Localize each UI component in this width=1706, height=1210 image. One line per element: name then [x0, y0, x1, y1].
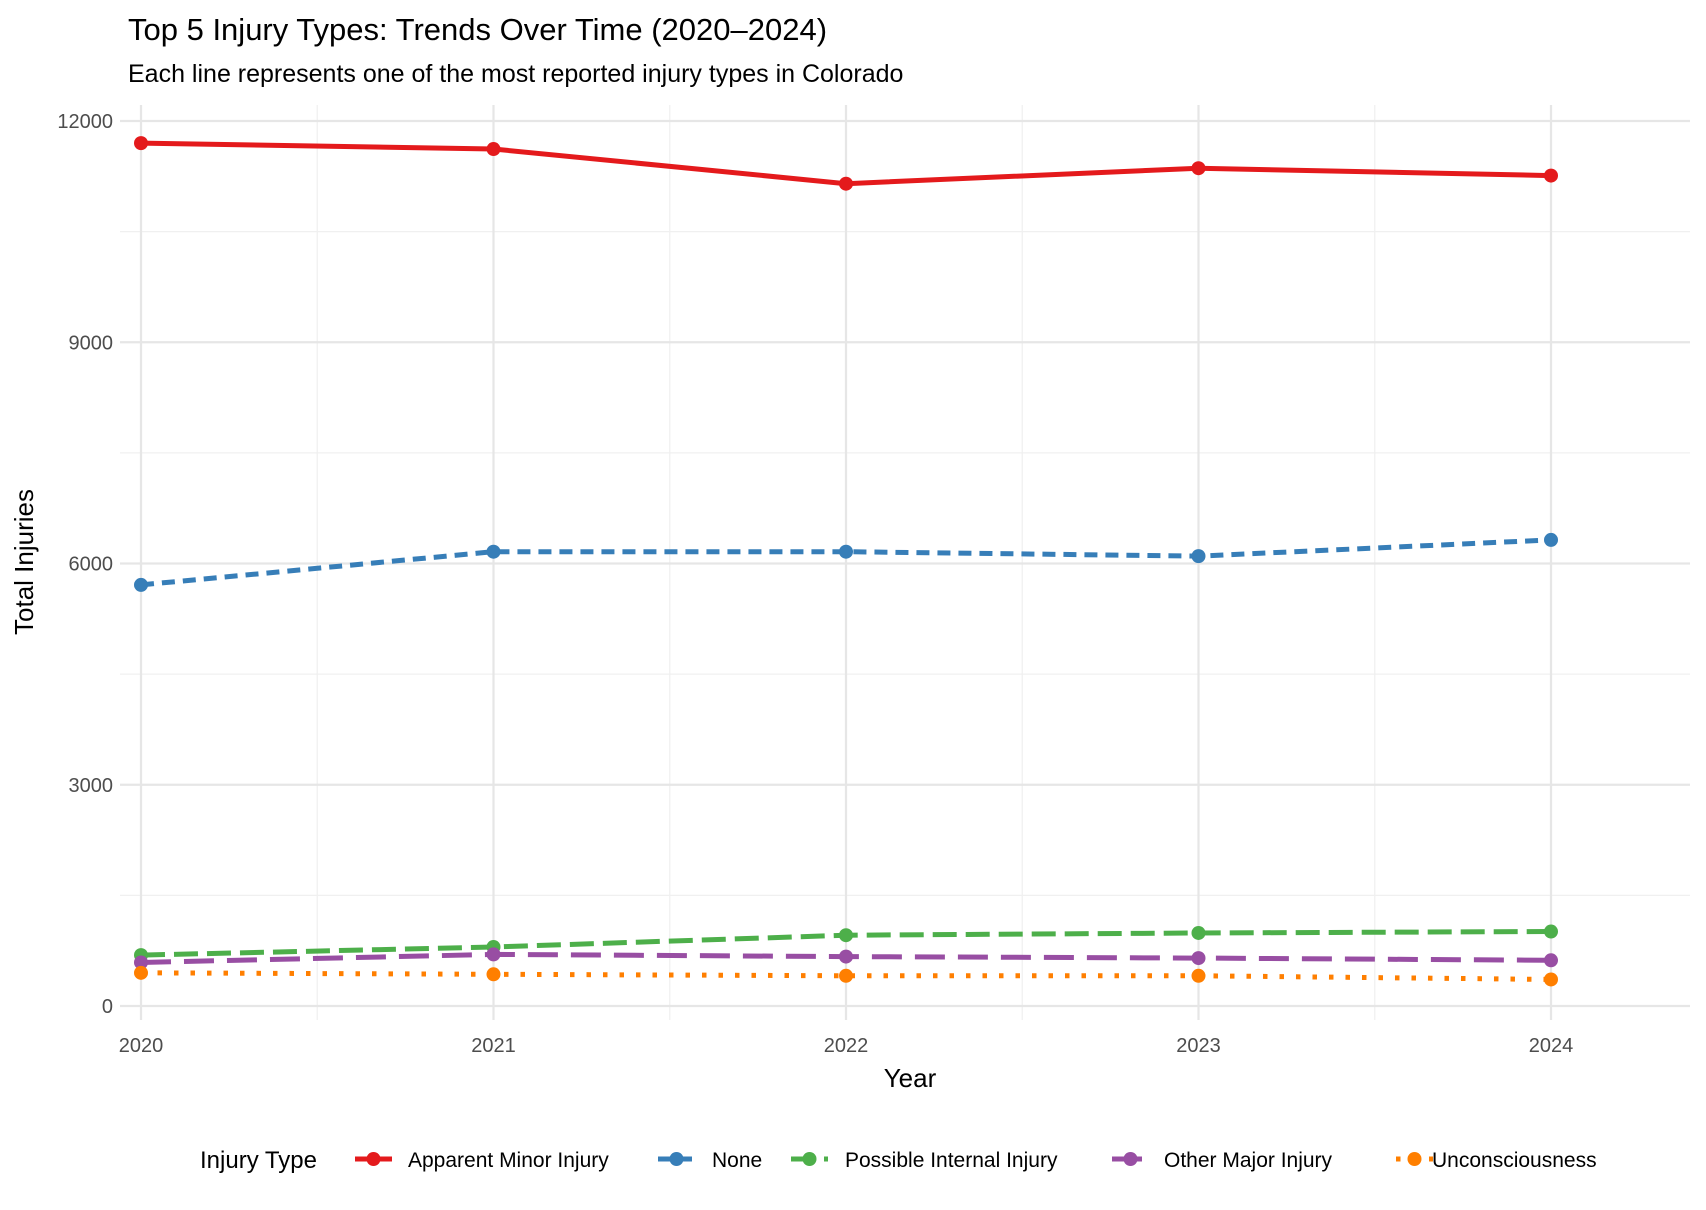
series-line	[140, 970, 1552, 982]
data-point	[839, 544, 853, 559]
x-axis-tick-labels: 2020 2021 2022 2023 2024	[119, 1035, 1574, 1057]
x-tick-label: 2023	[1176, 1035, 1221, 1057]
data-point	[839, 949, 853, 964]
legend-label: None	[712, 1149, 762, 1172]
data-point	[1191, 549, 1206, 564]
series-line	[140, 537, 1552, 588]
y-tick-label: 9000	[69, 332, 114, 354]
legend-label: Possible Internal Injury	[845, 1149, 1058, 1172]
y-tick-label: 6000	[69, 554, 114, 576]
data-point	[1544, 532, 1558, 547]
y-tick-label: 3000	[69, 775, 114, 797]
legend-key-point	[1123, 1152, 1138, 1166]
data-point	[486, 142, 501, 157]
legend-key-point	[1407, 1152, 1422, 1166]
legend-key-point	[669, 1152, 684, 1166]
series-points	[134, 136, 1558, 987]
data-point	[1544, 924, 1558, 939]
data-point	[1544, 953, 1558, 968]
data-point	[839, 928, 853, 943]
x-tick-label: 2022	[824, 1035, 869, 1057]
data-point	[839, 176, 853, 191]
legend-items: Apparent Minor Injury None Possible Intern…	[355, 1149, 1597, 1172]
data-point	[486, 967, 501, 982]
legend-label: Apparent Minor Injury	[408, 1149, 609, 1172]
data-point	[134, 136, 148, 151]
x-tick-label: 2021	[471, 1035, 516, 1057]
y-tick-label: 12000	[57, 111, 113, 133]
data-point	[1191, 161, 1206, 176]
data-point	[134, 955, 148, 970]
y-axis-title: Total Injuries	[9, 489, 39, 635]
y-tick-label: 0	[102, 996, 113, 1018]
data-point	[134, 577, 148, 592]
legend-key-point	[366, 1152, 381, 1166]
data-point	[1191, 925, 1206, 940]
data-point	[839, 968, 853, 983]
legend-label: Unconsciousness	[1432, 1149, 1597, 1172]
legend: Injury Type Apparent Minor Injury None Pos…	[200, 1147, 1597, 1174]
data-point	[1544, 168, 1558, 183]
legend-key-point	[802, 1152, 817, 1166]
data-point	[134, 965, 148, 980]
y-axis-tick-labels: 0 3000 6000 9000 12000	[57, 111, 113, 1018]
chart-title: Top 5 Injury Types: Trends Over Time (20…	[128, 12, 827, 47]
x-axis-title: Year	[884, 1063, 937, 1093]
data-point	[1544, 972, 1558, 987]
legend-label: Other Major Injury	[1164, 1149, 1333, 1172]
legend-title: Injury Type	[200, 1147, 317, 1174]
data-point	[1191, 951, 1206, 966]
data-point	[486, 947, 501, 962]
data-point	[1191, 968, 1206, 983]
x-tick-label: 2024	[1529, 1035, 1574, 1057]
x-tick-label: 2020	[119, 1035, 164, 1057]
chart-subtitle: Each line represents one of the most rep…	[128, 60, 903, 88]
data-point	[486, 544, 501, 559]
